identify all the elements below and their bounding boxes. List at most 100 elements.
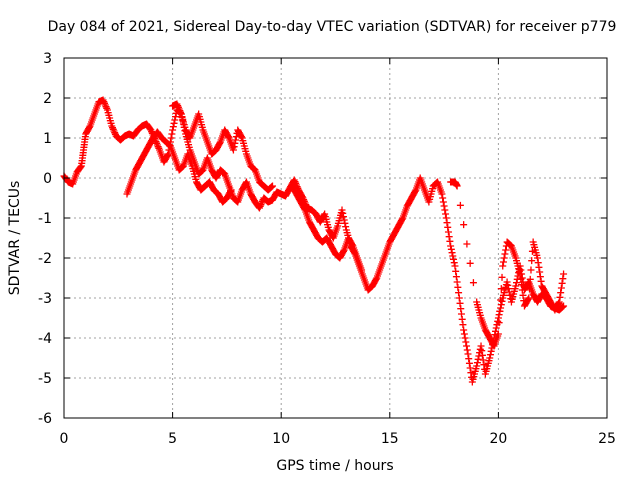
data-point — [463, 346, 471, 354]
data-point — [559, 303, 567, 311]
data-point — [497, 296, 505, 304]
data-point — [257, 201, 265, 209]
data-point — [292, 179, 300, 187]
data-point — [290, 176, 298, 184]
data-point — [535, 263, 543, 271]
data-point — [524, 295, 532, 303]
plot-frame — [63, 57, 608, 419]
data-point — [177, 108, 185, 116]
data-point — [465, 355, 473, 363]
data-point — [559, 275, 567, 283]
x-tick-label: 10 — [272, 431, 290, 447]
data-point — [77, 163, 85, 171]
data-point — [494, 330, 502, 338]
data-point — [300, 205, 308, 213]
data-point — [537, 277, 545, 285]
x-axis-tick-labels: 0 5 10 15 20 25 — [60, 431, 616, 447]
data-point — [486, 351, 494, 359]
x-tick-label: 20 — [489, 431, 507, 447]
data-point — [501, 250, 509, 258]
data-point — [487, 347, 495, 355]
data-point — [480, 361, 488, 369]
data-point — [503, 278, 511, 286]
data-point — [103, 104, 111, 112]
y-tick-label: -1 — [38, 211, 52, 227]
data-point — [227, 187, 235, 195]
data-point — [494, 317, 502, 325]
data-point — [411, 187, 419, 195]
data-point — [109, 125, 117, 133]
data-point — [463, 342, 471, 350]
data-point — [258, 199, 266, 207]
data-point — [462, 338, 470, 346]
data-point — [560, 270, 568, 278]
data-point — [533, 254, 541, 262]
data-point — [224, 133, 232, 141]
data-point — [444, 223, 452, 231]
data-point — [461, 334, 469, 342]
data-point — [555, 298, 563, 306]
data-point — [348, 241, 356, 249]
data-point — [447, 242, 455, 250]
data-point — [512, 282, 520, 290]
data-point — [169, 123, 177, 131]
data-point — [267, 183, 275, 191]
data-point — [456, 201, 464, 209]
data-point — [557, 289, 565, 297]
y-tick-label: -5 — [38, 371, 52, 387]
data-point — [455, 294, 463, 302]
data-point — [439, 198, 447, 206]
data-point — [526, 275, 534, 283]
data-point — [153, 139, 161, 147]
data-point — [153, 141, 161, 149]
data-point — [169, 126, 177, 134]
data-point — [457, 310, 465, 318]
data-point — [320, 211, 328, 219]
data-point — [450, 255, 458, 263]
data-point — [518, 281, 526, 289]
y-tick-label: -4 — [38, 331, 52, 347]
data-point — [473, 362, 481, 370]
data-point — [452, 267, 460, 275]
data-point — [453, 182, 461, 190]
data-point — [85, 123, 93, 131]
data-point — [495, 319, 503, 327]
data-point — [473, 359, 481, 367]
data-point — [269, 182, 277, 190]
data-point — [465, 359, 473, 367]
data-point — [443, 219, 451, 227]
data-point — [492, 324, 500, 332]
data-point — [111, 129, 119, 137]
data-point — [268, 183, 276, 191]
data-point — [498, 297, 506, 305]
data-point — [342, 223, 350, 231]
data-point — [171, 113, 179, 121]
y-tick-label: 1 — [43, 131, 52, 147]
data-point — [447, 245, 455, 253]
data-point — [99, 96, 107, 104]
data-point — [457, 305, 465, 313]
data-point — [439, 194, 447, 202]
data-point — [516, 270, 524, 278]
data-point — [505, 285, 513, 293]
data-point — [558, 279, 566, 287]
data-point — [444, 228, 452, 236]
data-point — [340, 216, 348, 224]
data-point — [496, 307, 504, 315]
data-point — [255, 204, 263, 212]
x-tick-label: 25 — [598, 431, 616, 447]
data-point — [554, 299, 562, 307]
data-point — [460, 326, 468, 334]
data-point — [171, 116, 179, 124]
data-point — [464, 350, 472, 358]
data-point — [100, 98, 108, 106]
y-tick-label: -3 — [38, 291, 52, 307]
data-point — [486, 354, 494, 362]
data-point — [231, 139, 239, 147]
data-point — [175, 105, 183, 113]
data-point — [497, 304, 505, 312]
data-point — [237, 133, 245, 141]
data-point — [339, 213, 347, 221]
y-axis-tick-labels: -6 -5 -4 -3 -2 -1 0 1 2 3 — [38, 51, 52, 427]
data-point — [560, 302, 568, 310]
